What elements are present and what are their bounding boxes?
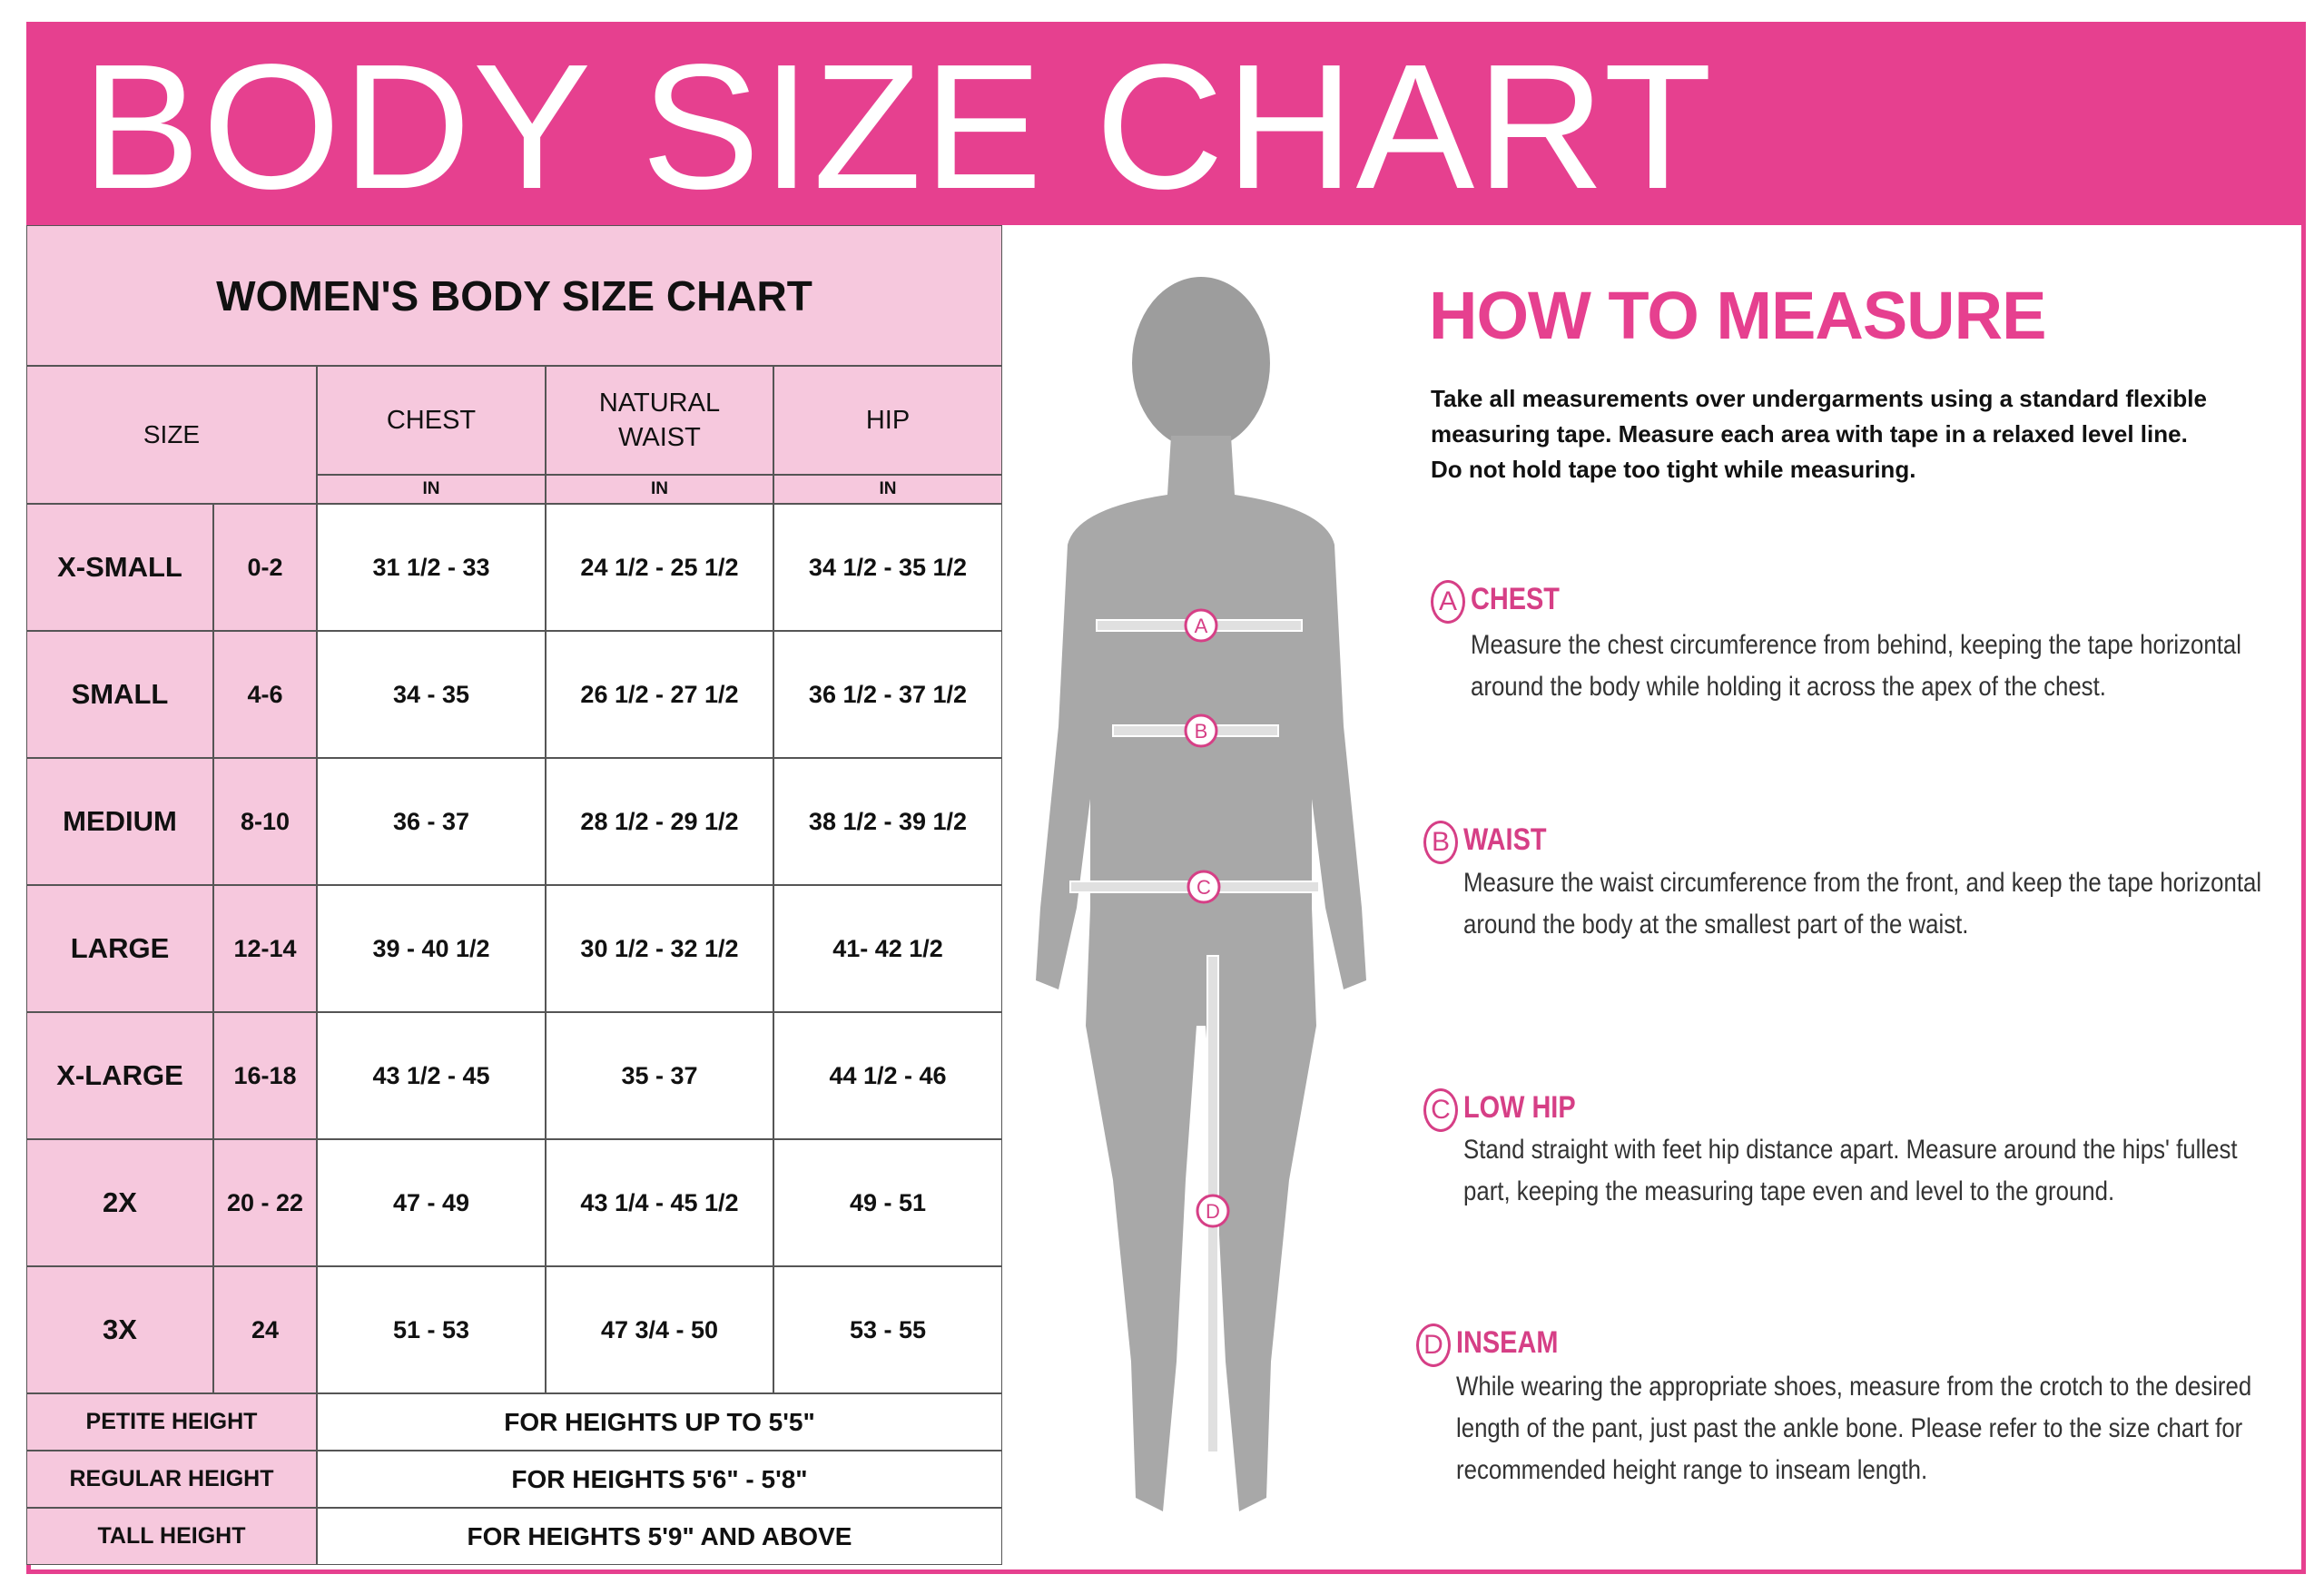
column-header: HIP bbox=[773, 366, 1002, 475]
figure-letters: A B C D bbox=[1184, 608, 1230, 1228]
item-text: around the body while holding it across … bbox=[1471, 672, 2106, 702]
intro-line: measuring tape. Measure each area with t… bbox=[1431, 420, 2188, 448]
size-number: 4-6 bbox=[213, 631, 317, 758]
measurement: 34 1/2 - 35 1/2 bbox=[773, 504, 1002, 631]
size-name: MEDIUM bbox=[26, 758, 213, 885]
figure-letter: D bbox=[1206, 1200, 1220, 1223]
height-range: FOR HEIGHTS UP TO 5'5" bbox=[317, 1393, 1002, 1451]
measurement: 41- 42 1/2 bbox=[773, 885, 1002, 1012]
measurement: 49 - 51 bbox=[773, 1139, 1002, 1266]
unit-label: IN bbox=[773, 475, 1002, 504]
item-name: WAIST bbox=[1463, 822, 1547, 857]
item-text: Measure the chest circumference from beh… bbox=[1471, 630, 2242, 660]
measurement: 47 3/4 - 50 bbox=[546, 1266, 773, 1393]
figure-marker bbox=[1196, 1194, 1230, 1228]
measurement: 43 1/2 - 45 bbox=[317, 1012, 546, 1139]
item-name: LOW HIP bbox=[1463, 1090, 1576, 1125]
size-name: 3X bbox=[26, 1266, 213, 1393]
item-text: While wearing the appropriate shoes, mea… bbox=[1456, 1372, 2252, 1402]
measure-title: HOW TO MEASURE bbox=[1429, 278, 2046, 353]
item-name: CHEST bbox=[1471, 582, 1560, 616]
size-name: X-SMALL bbox=[26, 504, 213, 631]
item-letter: C bbox=[1423, 1088, 1458, 1132]
measurement: 34 - 35 bbox=[317, 631, 546, 758]
item-letter: B bbox=[1423, 821, 1458, 864]
height-range: FOR HEIGHTS 5'9" AND ABOVE bbox=[317, 1508, 1002, 1565]
column-header: SIZE bbox=[26, 366, 317, 504]
item-name: INSEAM bbox=[1456, 1325, 1559, 1360]
intro-line: Take all measurements over undergarments… bbox=[1431, 385, 2207, 412]
size-number: 16-18 bbox=[213, 1012, 317, 1139]
item-text: around the body at the smallest part of … bbox=[1463, 910, 1969, 940]
measurement: 30 1/2 - 32 1/2 bbox=[546, 885, 773, 1012]
figure-letter: B bbox=[1195, 720, 1208, 743]
height-label: REGULAR HEIGHT bbox=[26, 1451, 317, 1508]
item-text: Measure the waist circumference from the… bbox=[1463, 868, 2262, 898]
measurement: 36 1/2 - 37 1/2 bbox=[773, 631, 1002, 758]
measurement: 39 - 40 1/2 bbox=[317, 885, 546, 1012]
item-letter: D bbox=[1416, 1323, 1451, 1367]
header-band bbox=[26, 22, 2306, 225]
figure-body bbox=[1036, 436, 1366, 1511]
measurement: 51 - 53 bbox=[317, 1266, 546, 1393]
unit-label: IN bbox=[317, 475, 546, 504]
measurement: 47 - 49 bbox=[317, 1139, 546, 1266]
measurement: 28 1/2 - 29 1/2 bbox=[546, 758, 773, 885]
item-letter: A bbox=[1431, 580, 1465, 624]
height-label: PETITE HEIGHT bbox=[26, 1393, 317, 1451]
header-title: BODY SIZE CHART bbox=[82, 27, 1715, 226]
size-name: 2X bbox=[26, 1139, 213, 1266]
measurement: 43 1/4 - 45 1/2 bbox=[546, 1139, 773, 1266]
measurement: 38 1/2 - 39 1/2 bbox=[773, 758, 1002, 885]
item-text: part, keeping the measuring tape even an… bbox=[1463, 1176, 2115, 1206]
size-name: X-LARGE bbox=[26, 1012, 213, 1139]
column-header: NATURAL WAIST bbox=[546, 366, 773, 475]
figure-letter: A bbox=[1195, 615, 1208, 637]
size-name: LARGE bbox=[26, 885, 213, 1012]
measurement: 36 - 37 bbox=[317, 758, 546, 885]
height-label: TALL HEIGHT bbox=[26, 1508, 317, 1565]
table-title: WOMEN'S BODY SIZE CHART bbox=[26, 225, 1002, 366]
figure-marker bbox=[1184, 713, 1218, 748]
intro-line: Do not hold tape too tight while measuri… bbox=[1431, 456, 1916, 483]
measurement: 53 - 55 bbox=[773, 1266, 1002, 1393]
unit-label: IN bbox=[546, 475, 773, 504]
figure: A B C D bbox=[1036, 277, 1366, 1511]
item-text: recommended height range to inseam lengt… bbox=[1456, 1455, 1928, 1485]
measurement: 31 1/2 - 33 bbox=[317, 504, 546, 631]
size-number: 0-2 bbox=[213, 504, 317, 631]
height-range: FOR HEIGHTS 5'6" - 5'8" bbox=[317, 1451, 1002, 1508]
size-number: 8-10 bbox=[213, 758, 317, 885]
measurement: 44 1/2 - 46 bbox=[773, 1012, 1002, 1139]
item-text: length of the pant, just past the ankle … bbox=[1456, 1413, 2243, 1443]
size-name: SMALL bbox=[26, 631, 213, 758]
figure-marker bbox=[1187, 870, 1221, 904]
figure-marker bbox=[1184, 608, 1218, 643]
figure-head bbox=[1132, 277, 1270, 449]
measurement: 24 1/2 - 25 1/2 bbox=[546, 504, 773, 631]
item-text: Stand straight with feet hip distance ap… bbox=[1463, 1135, 2238, 1165]
figure-letter: C bbox=[1196, 876, 1211, 899]
size-number: 20 - 22 bbox=[213, 1139, 317, 1266]
column-header: CHEST bbox=[317, 366, 546, 475]
measurement: 35 - 37 bbox=[546, 1012, 773, 1139]
size-number: 24 bbox=[213, 1266, 317, 1393]
measurement: 26 1/2 - 27 1/2 bbox=[546, 631, 773, 758]
size-number: 12-14 bbox=[213, 885, 317, 1012]
